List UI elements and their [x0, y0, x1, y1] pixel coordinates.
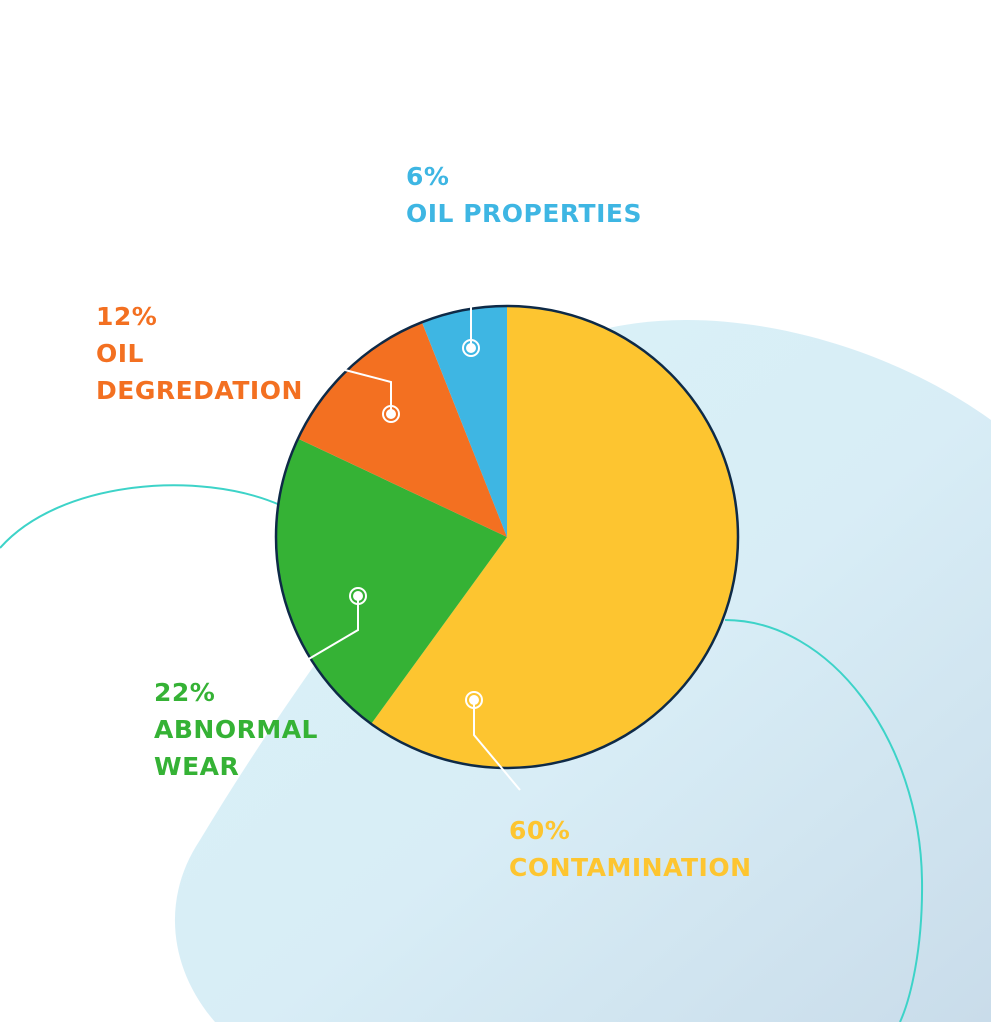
category-label: CONTAMINATION	[509, 853, 752, 882]
label-abnormal-wear: 22% ABNORMAL WEAR	[154, 674, 324, 785]
category-label: OIL PROPERTIES	[406, 199, 642, 228]
pie-slice-abnormal-wear	[276, 438, 507, 724]
callout-marker-contamination	[465, 691, 483, 709]
accent-curve-right	[724, 619, 924, 1022]
value-label: 60%	[509, 816, 571, 845]
callout-line-abnormal-wear	[289, 596, 359, 671]
callout-line-contamination	[473, 700, 521, 791]
pie-outline	[274, 304, 740, 770]
callout-dot-abnormal-wear	[353, 591, 363, 601]
label-oil-properties: 6% OIL PROPERTIES	[406, 158, 642, 232]
accent-curve-left	[0, 484, 281, 549]
value-label: 12%	[96, 302, 158, 331]
value-label: 22%	[154, 678, 216, 707]
label-contamination: 60% CONTAMINATION	[509, 812, 752, 886]
callout-dot-oil-properties	[466, 343, 476, 353]
callout-dot-oil-degredation	[386, 409, 396, 419]
value-label: 6%	[406, 162, 450, 191]
callout-marker-abnormal-wear	[349, 587, 367, 605]
pie-slice-contamination	[371, 306, 738, 769]
pie-slice-oil-degredation	[297, 322, 507, 537]
callout-marker-oil-degredation	[382, 405, 400, 423]
category-label: ABNORMAL WEAR	[154, 715, 318, 781]
label-oil-degredation: 12% OIL DEGREDATION	[96, 298, 326, 409]
callout-marker-oil-properties	[462, 339, 480, 357]
category-label: OIL DEGREDATION	[96, 339, 303, 405]
pie-slice-oil-properties	[421, 306, 507, 537]
callout-dot-contamination	[469, 695, 479, 705]
callout-line-oil-degredation	[344, 369, 392, 414]
